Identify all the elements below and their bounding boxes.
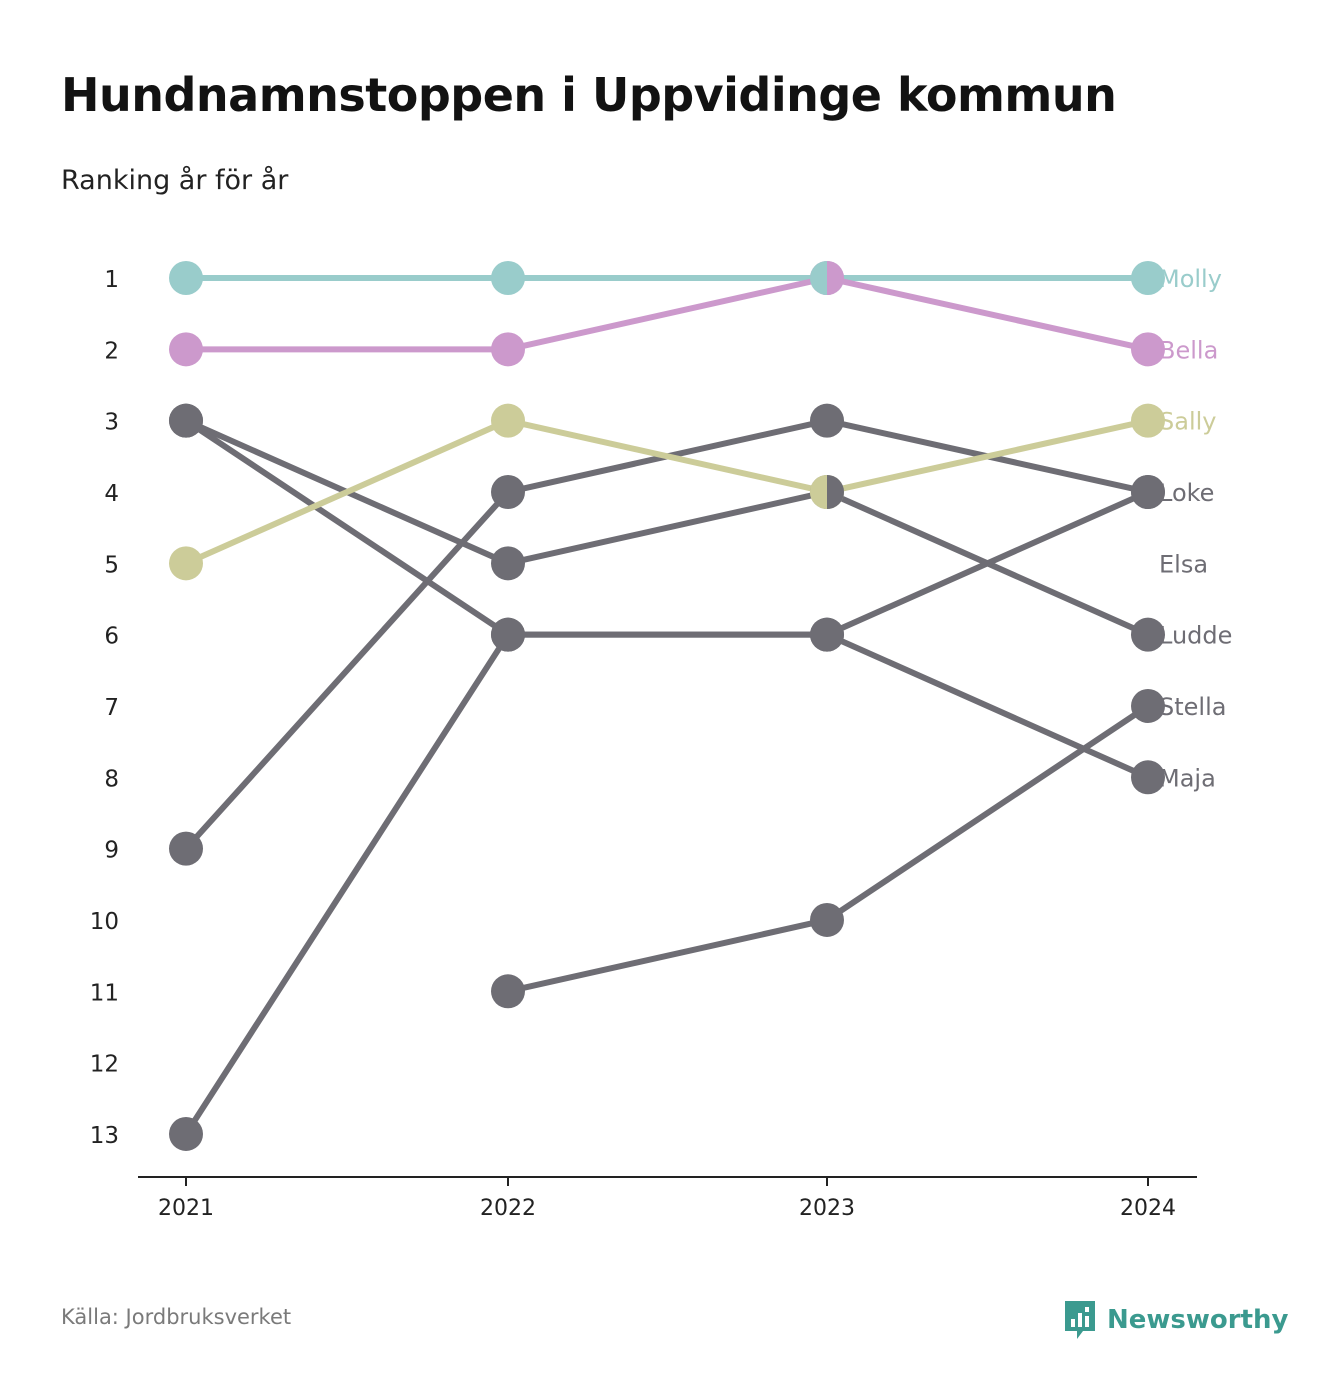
end-label-ludde: Ludde <box>1159 622 1232 650</box>
series-line-stella <box>183 488 1151 1137</box>
point-loke-2024 <box>1131 617 1165 652</box>
point-sally-2021 <box>169 546 203 581</box>
chart-title: Hundnamnstoppen i Uppvidinge kommun <box>61 68 1117 122</box>
end-label-sally: Sally <box>1159 408 1216 436</box>
point-molly-2022 <box>491 261 525 295</box>
point-sally-2022 <box>491 403 525 438</box>
point-molly-2024 <box>1131 261 1165 295</box>
y-tick-label: 5 <box>104 552 119 578</box>
y-tick-label: 2 <box>104 338 119 364</box>
point-loke-2022 <box>491 546 525 581</box>
series-lines-highlight <box>183 275 1151 567</box>
point-stella-2022 <box>491 617 525 652</box>
end-label-elsa: Elsa <box>1159 550 1208 578</box>
chart-subtitle: Ranking år för år <box>61 165 289 196</box>
x-tick-label: 2022 <box>480 1196 536 1221</box>
series-line-sally <box>183 417 1151 567</box>
end-label-maja: Maja <box>1159 764 1216 792</box>
y-tick-label: 10 <box>90 909 119 935</box>
y-tick-label: 3 <box>104 410 119 436</box>
point-bella-2022 <box>491 332 525 367</box>
series-line-ludde <box>183 417 1151 781</box>
x-tick-label: 2023 <box>799 1196 855 1221</box>
point-split-left <box>810 474 827 509</box>
point-elsa-2023 <box>810 403 844 438</box>
y-tick-label: 1 <box>104 267 119 293</box>
point-maja-2023 <box>810 902 844 937</box>
end-label-molly: Molly <box>1159 265 1222 293</box>
series-points <box>169 261 1165 1151</box>
point-bella-2021 <box>169 332 203 367</box>
point-maja-2022 <box>491 974 525 1009</box>
y-tick-label: 9 <box>104 838 119 864</box>
point-split-left <box>810 261 827 295</box>
series-line-bella <box>183 275 1151 353</box>
y-tick-label: 11 <box>90 980 119 1006</box>
brand-name: Newsworthy <box>1107 1305 1289 1335</box>
y-tick-label: 7 <box>104 695 119 721</box>
point-ludde-2021 <box>169 403 203 438</box>
brand-logo: Newsworthy <box>1063 1298 1288 1342</box>
y-tick-label: 6 <box>104 624 119 650</box>
point-elsa-2022 <box>491 474 525 509</box>
end-label-loke: Loke <box>1159 479 1214 507</box>
source-note: Källa: Jordbruksverket <box>61 1305 292 1329</box>
point-split-right <box>827 261 844 295</box>
x-tick-label: 2021 <box>158 1196 214 1221</box>
point-ludde-2024 <box>1131 760 1165 795</box>
x-axis: 2021 2022 2023 2024 <box>138 1176 1197 1221</box>
series-lines-background <box>183 417 1151 1137</box>
end-label-bella: Bella <box>1159 336 1218 364</box>
x-tick-label: 2024 <box>1120 1196 1176 1221</box>
series-line-maja <box>505 702 1151 995</box>
point-sally-2024 <box>1131 403 1165 438</box>
point-bella-2024 <box>1131 332 1165 367</box>
point-stella-2024 <box>1131 474 1165 509</box>
newsworthy-logo-icon <box>1065 1301 1095 1339</box>
point-elsa-2021 <box>169 831 203 866</box>
point-molly-2021 <box>169 261 203 295</box>
y-tick-label: 13 <box>90 1123 119 1149</box>
point-split-right <box>827 474 844 509</box>
y-tick-label: 8 <box>104 766 119 792</box>
point-maja-2024 <box>1131 688 1165 723</box>
series-end-labels: Molly Bella Sally Loke Elsa Ludde Stella Maja <box>1159 265 1232 792</box>
y-tick-label: 12 <box>90 1052 119 1078</box>
end-label-stella: Stella <box>1159 693 1226 721</box>
point-stella-2023 <box>810 617 844 652</box>
y-tick-label: 4 <box>104 481 119 507</box>
point-stella-2021 <box>169 1116 203 1151</box>
